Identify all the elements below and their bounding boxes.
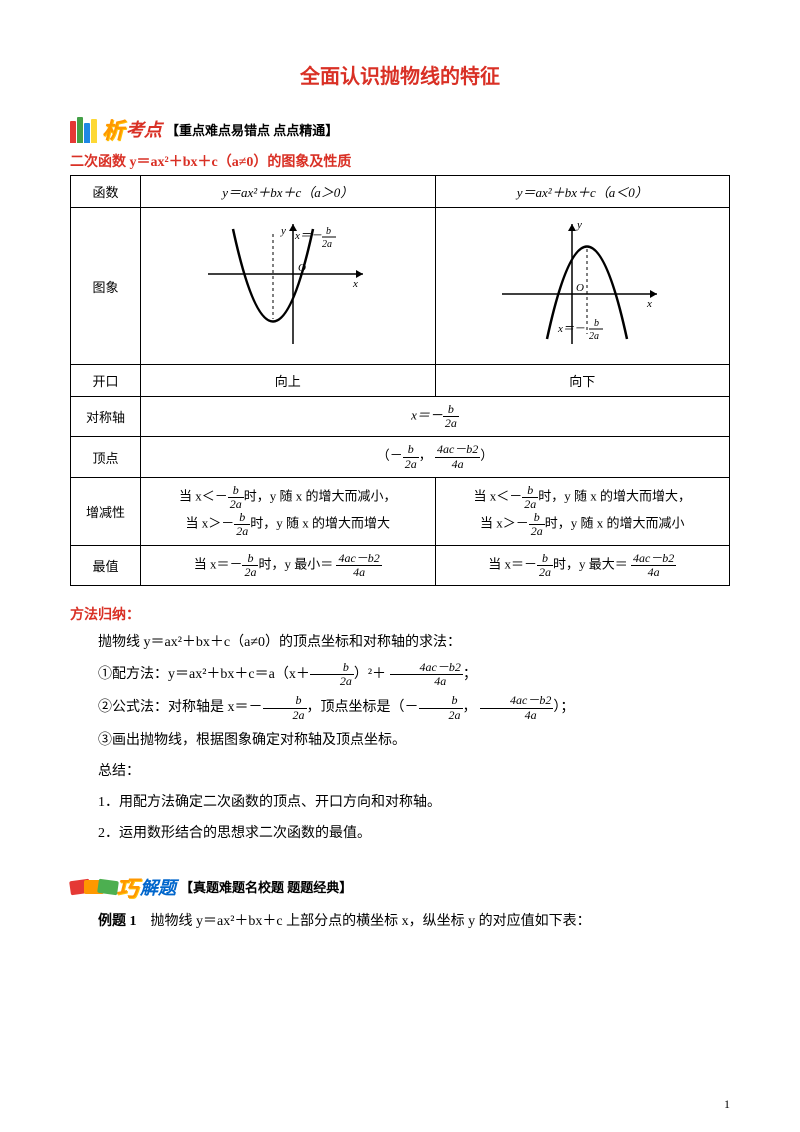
max-val: 当 x＝－b2a时，y 最大＝ 4ac－b24a — [435, 545, 730, 585]
method-p6: 1．用配方法确定二次函数的顶点、开口方向和对称轴。 — [98, 790, 730, 815]
method-p1: 抛物线 y＝ax²＋bx＋c（a≠0）的顶点坐标和对称轴的求法： — [70, 630, 730, 655]
svg-text:y: y — [576, 219, 582, 231]
method-p4: ③画出抛物线，根据图象确定对称轴及顶点坐标。 — [70, 728, 730, 753]
svg-text:2a: 2a — [322, 239, 332, 250]
subtitle: 二次函数 y＝ax²＋bx＋c（a≠0）的图象及性质 — [70, 151, 730, 171]
analyze-header: 析 考点 【重点难点易错点 点点精通】 — [70, 113, 730, 145]
solve-header: 巧 解题 【真题难题名校题 题题经典】 — [70, 871, 730, 903]
svg-text:O: O — [576, 282, 584, 294]
th-open: 开口 — [71, 365, 141, 397]
svg-text:x: x — [646, 298, 652, 310]
svg-text:b: b — [326, 226, 331, 237]
page-title: 全面认识抛物线的特征 — [70, 60, 730, 89]
axis-formula: x＝－b2a — [141, 397, 730, 437]
open-up: 向上 — [141, 365, 436, 397]
min-val: 当 x＝－b2a时，y 最小＝ 4ac－b24a — [141, 545, 436, 585]
solve-note: 【真题难题名校题 题题经典】 — [180, 877, 352, 896]
page-number: 1 — [724, 1097, 730, 1112]
mono-neg: 当 x＜－b2a时，y 随 x 的增大而增大， 当 x＞－b2a时，y 随 x … — [435, 477, 730, 545]
th-a-neg: y＝ax²＋bx＋c（a＜0） — [435, 176, 730, 208]
svg-text:O: O — [298, 262, 306, 274]
svg-text:y: y — [280, 225, 286, 237]
open-down: 向下 — [435, 365, 730, 397]
svg-text:b: b — [594, 318, 599, 329]
books-icon — [70, 115, 98, 143]
method-p5: 总结： — [70, 759, 730, 784]
method-p3: ②公式法：对称轴是 x＝－b2a，顶点坐标是（－b2a， 4ac－b24a）； — [70, 694, 730, 721]
th-function: 函数 — [71, 176, 141, 208]
svg-text:x: x — [352, 278, 358, 290]
vertex-formula: （－b2a， 4ac－b24a） — [141, 437, 730, 477]
th-a-pos: y＝ax²＋bx＋c（a＞0） — [141, 176, 436, 208]
svg-text:x＝－: x＝－ — [294, 230, 322, 242]
cards-icon — [70, 880, 112, 894]
svg-text:2a: 2a — [589, 331, 599, 342]
jieti-char: 解题 — [140, 874, 176, 900]
mono-pos: 当 x＜－b2a时，y 随 x 的增大而减小， 当 x＞－b2a时，y 随 x … — [141, 477, 436, 545]
analyze-char: 析 — [102, 113, 124, 145]
svg-text:x＝－: x＝－ — [557, 323, 585, 335]
method-p7: 2．运用数形结合的思想求二次函数的最值。 — [98, 821, 730, 846]
th-extreme: 最值 — [71, 545, 141, 585]
example-1: 例题 1 抛物线 y＝ax²＋bx＋c 上部分点的横坐标 x，纵坐标 y 的对应… — [70, 909, 730, 934]
th-vertex: 顶点 — [71, 437, 141, 477]
analyze-note: 【重点难点易错点 点点精通】 — [166, 120, 338, 139]
qiao-char: 巧 — [116, 871, 138, 903]
th-graph: 图象 — [71, 208, 141, 365]
graph-up: O x y x＝－ b 2a — [141, 208, 436, 365]
properties-table: 函数 y＝ax²＋bx＋c（a＞0） y＝ax²＋bx＋c（a＜0） 图象 O … — [70, 175, 730, 586]
kaodian-char: 考点 — [126, 116, 162, 142]
method-title: 方法归纳： — [70, 604, 730, 624]
graph-down: O x y x＝－ b 2a — [435, 208, 730, 365]
th-mono: 增减性 — [71, 477, 141, 545]
th-axis: 对称轴 — [71, 397, 141, 437]
method-p2: ①配方法：y＝ax²＋bx＋c＝a（x＋b2a）²＋ 4ac－b24a； — [70, 661, 730, 688]
